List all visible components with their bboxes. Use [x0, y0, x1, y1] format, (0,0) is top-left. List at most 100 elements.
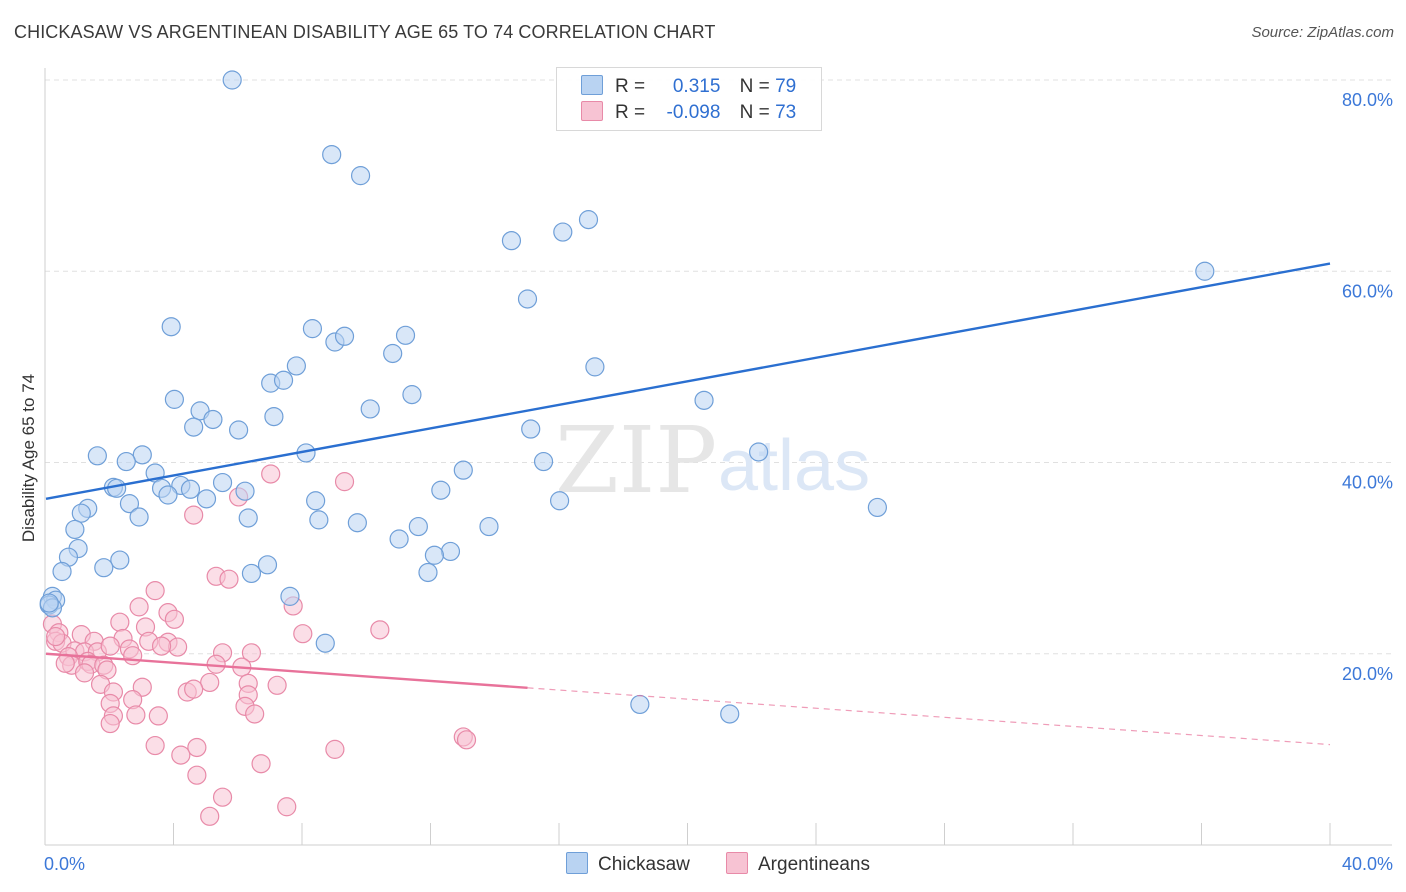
chickasaw-point [235, 481, 255, 501]
bottom-legend-swatch-argentineans [726, 852, 748, 874]
chickasaw-point [1195, 261, 1215, 281]
argentinean-point [184, 505, 204, 525]
legend-r-value: 0.315 [672, 76, 721, 97]
series-chickasaw [39, 70, 1215, 724]
chickasaw-point [306, 491, 326, 511]
chickasaw-point [402, 385, 422, 405]
chickasaw-point [360, 399, 380, 419]
chickasaw-point [238, 508, 258, 528]
chickasaw-point [264, 407, 284, 427]
x-tick-label: 0.0% [44, 854, 85, 874]
argentinean-point [145, 581, 165, 601]
source-label: Source: ZipAtlas.com [1251, 24, 1394, 41]
chickasaw-point [585, 357, 605, 377]
chickasaw-point [65, 519, 85, 540]
chickasaw-point [107, 478, 127, 498]
chickasaw-trendline [45, 262, 1331, 501]
chickasaw-point [129, 507, 149, 527]
argentinean-point [267, 675, 287, 695]
chickasaw-point [180, 479, 201, 499]
argentinean-point [219, 569, 239, 589]
chickasaw-point [52, 561, 72, 582]
chickasaw-point [694, 390, 714, 410]
chickasaw-point [479, 516, 499, 537]
chickasaw-point [161, 317, 181, 337]
legend-row-argentineans: R = -0.098 N = 73 [581, 101, 796, 127]
chickasaw-point [630, 694, 650, 715]
chickasaw-point [749, 442, 769, 462]
chickasaw-point [383, 343, 403, 364]
legend-n-label: N = [739, 102, 770, 123]
chickasaw-point [867, 497, 887, 518]
y-axis-label: Disability Age 65 to 74 [19, 374, 38, 542]
chickasaw-point [549, 491, 570, 511]
bottom-legend-label-chickasaw: Chickasaw [598, 854, 690, 875]
axes [44, 68, 1392, 846]
chickasaw-point [222, 70, 242, 90]
argentinean-trendline [45, 652, 528, 690]
chickasaw-point [517, 289, 538, 309]
y-tick-label: 80.0% [1342, 90, 1393, 110]
argentinean-point [212, 787, 233, 807]
argentinean-point [200, 806, 220, 826]
chickasaw-point [94, 558, 114, 578]
chickasaw-point [241, 563, 262, 584]
chickasaw-point [273, 370, 294, 390]
argentinean-point [148, 706, 168, 726]
argentinean-point [187, 737, 207, 758]
chickasaw-point [424, 545, 445, 565]
x-tick-label: 40.0% [1342, 854, 1393, 874]
legend-box: R = 0.315 N = 79 R = -0.098 N = 73 [556, 67, 822, 131]
chickasaw-point [553, 222, 573, 242]
chickasaw-point [350, 166, 371, 186]
argentinean-point [126, 705, 146, 725]
chickasaw-point [578, 210, 599, 230]
bottom-legend-label-argentineans: Argentineans [758, 854, 870, 875]
y-tick-label: 20.0% [1342, 664, 1393, 684]
argentinean-point [325, 739, 345, 759]
tick-labels: 20.0% 40.0% 60.0% 80.0% 0.0% 40.0% [44, 90, 1393, 874]
chickasaw-point [533, 451, 554, 472]
chickasaw-point [431, 480, 451, 500]
chickasaw-point [440, 541, 461, 562]
argentinean-point [456, 730, 477, 750]
chickasaw-point [71, 503, 91, 523]
argentinean-point [187, 765, 207, 785]
bottom-legend-chickasaw: Chickasaw [566, 852, 690, 876]
chickasaw-point [720, 704, 740, 724]
chickasaw-point [257, 555, 278, 575]
argentinean-point [110, 612, 130, 632]
chickasaw-point [389, 529, 409, 549]
argentinean-point [46, 626, 66, 647]
chickasaw-point [110, 550, 130, 570]
chickasaw-point [184, 417, 204, 437]
legend-row-chickasaw: R = 0.315 N = 79 [581, 75, 796, 101]
argentinean-point [100, 636, 120, 656]
legend-n-value: 79 [775, 76, 797, 97]
argentinean-trendline-extension [527, 687, 1331, 746]
chickasaw-point [203, 409, 223, 430]
argentinean-point [334, 472, 355, 492]
argentinean-point [55, 653, 75, 673]
argentinean-point [251, 754, 271, 774]
chickasaw-point [395, 325, 416, 345]
argentinean-point [370, 620, 390, 640]
chickasaw-point [302, 319, 323, 339]
watermark-atlas: atlas [718, 426, 870, 506]
chickasaw-point [87, 446, 107, 466]
chickasaw-point [322, 144, 342, 165]
chickasaw-point [119, 494, 140, 514]
legend-r-label: R = [615, 76, 646, 97]
legend-swatch-chickasaw [581, 75, 603, 95]
chickasaw-point [501, 231, 522, 251]
chickasaw-point [116, 451, 136, 472]
chickasaw-point [418, 562, 438, 583]
chickasaw-point [39, 593, 59, 613]
argentinean-point [164, 609, 184, 629]
argentinean-point [200, 672, 220, 693]
bottom-legend-swatch-chickasaw [566, 852, 588, 874]
series-argentineans [42, 464, 477, 826]
chickasaw-point [347, 513, 367, 533]
chickasaw-point [408, 516, 428, 537]
